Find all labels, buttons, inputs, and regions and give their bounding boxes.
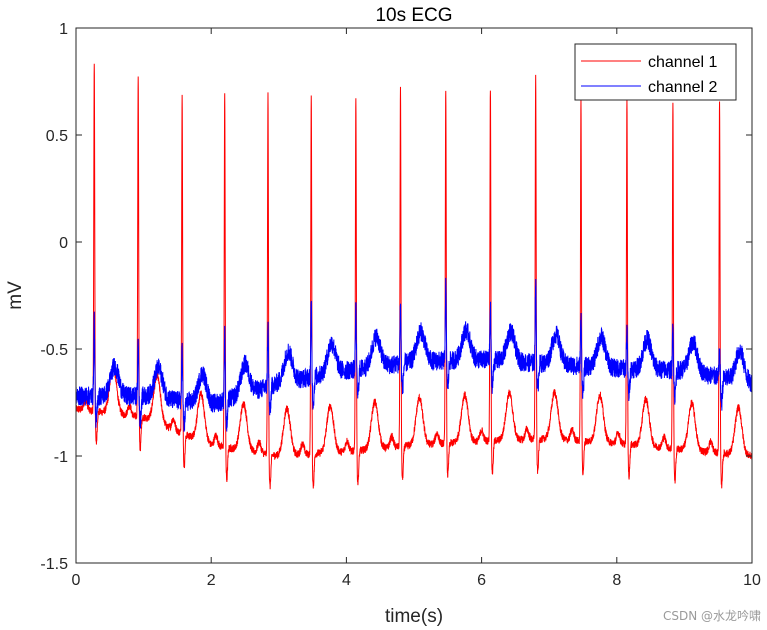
y-tick-label: 0	[59, 235, 68, 252]
series-layer	[75, 63, 753, 490]
watermark: CSDN @水龙吟啸	[662, 609, 761, 623]
ticks-layer: 0 2 4 6 8 10 -1.5 -1 -0.5 0 0.5 1	[40, 21, 761, 589]
legend-label-2: channel 2	[648, 79, 717, 96]
x-tick-label: 0	[72, 572, 81, 589]
y-tick-label: 0.5	[46, 128, 68, 145]
chart-title: 10s ECG	[375, 5, 452, 26]
x-tick-label: 8	[612, 572, 621, 589]
series-line-1	[75, 63, 753, 490]
x-tick-label: 10	[743, 572, 761, 589]
legend-label-1: channel 1	[648, 54, 717, 71]
x-tick-label: 6	[477, 572, 486, 589]
y-axis-title: mV	[5, 281, 26, 310]
series-line-2	[75, 277, 753, 432]
plot-area	[76, 28, 752, 563]
legend: channel 1 channel 2	[574, 43, 737, 101]
x-tick-label: 2	[207, 572, 216, 589]
y-tick-label: -0.5	[40, 342, 68, 359]
y-tick-label: 1	[59, 21, 68, 38]
y-tick-label: -1	[54, 449, 68, 466]
y-tick-label: -1.5	[40, 556, 68, 573]
x-axis-title: time(s)	[385, 606, 443, 627]
plot-frame	[75, 27, 753, 564]
legend-box	[574, 43, 737, 101]
x-tick-label: 4	[342, 572, 351, 589]
